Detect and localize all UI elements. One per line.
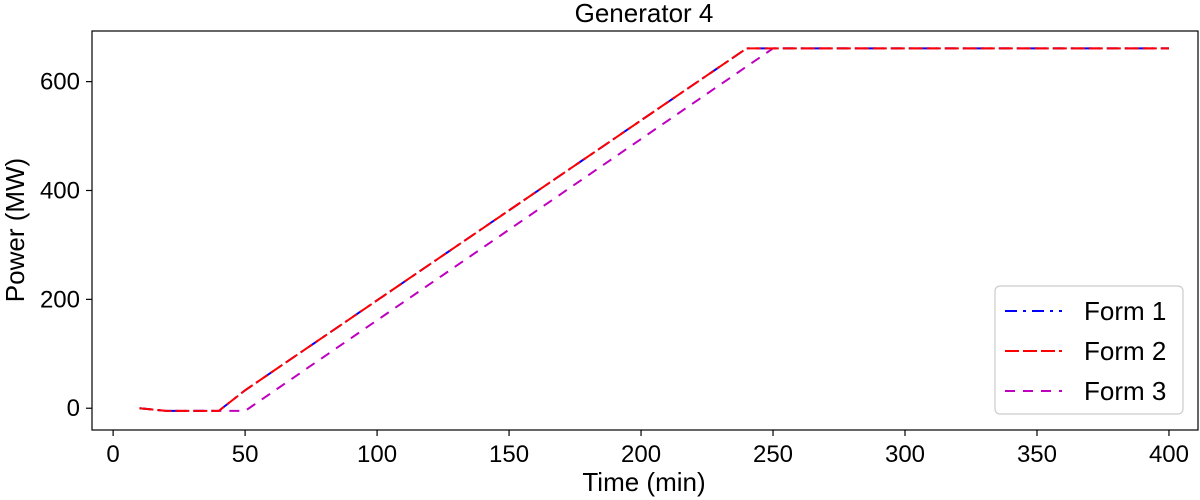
y-axis-label: Power (MW) — [0, 158, 30, 302]
y-tick-label: 200 — [40, 286, 80, 313]
x-tick-label: 250 — [753, 441, 793, 468]
legend-label-3: Form 3 — [1084, 376, 1166, 406]
x-tick-label: 50 — [232, 441, 259, 468]
y-tick-label: 0 — [67, 395, 80, 422]
chart-title: Generator 4 — [575, 0, 714, 28]
series-line-2 — [139, 47, 1169, 412]
series-layer — [139, 47, 1169, 412]
x-tick-label: 350 — [1017, 441, 1057, 468]
x-axis-label: Time (min) — [582, 467, 705, 497]
x-tick-label: 400 — [1149, 441, 1189, 468]
x-axis-ticks: 0 50 100 150 200 250 300 350 400 — [106, 430, 1189, 468]
y-axis-ticks: 0 200 400 600 — [40, 69, 92, 422]
x-tick-label: 100 — [357, 441, 397, 468]
y-tick-label: 600 — [40, 69, 80, 96]
plot-area — [91, 30, 1199, 431]
y-tick-label: 400 — [40, 177, 80, 204]
legend-box — [994, 285, 1184, 415]
x-tick-label: 200 — [621, 441, 661, 468]
x-tick-label: 0 — [106, 441, 119, 468]
legend-label-2: Form 2 — [1084, 336, 1166, 366]
legend: Form 1 Form 2 Form 3 — [994, 285, 1184, 415]
x-tick-label: 300 — [885, 441, 925, 468]
legend-label-1: Form 1 — [1084, 296, 1166, 326]
series-line-1 — [139, 47, 1169, 412]
x-tick-label: 150 — [489, 441, 529, 468]
